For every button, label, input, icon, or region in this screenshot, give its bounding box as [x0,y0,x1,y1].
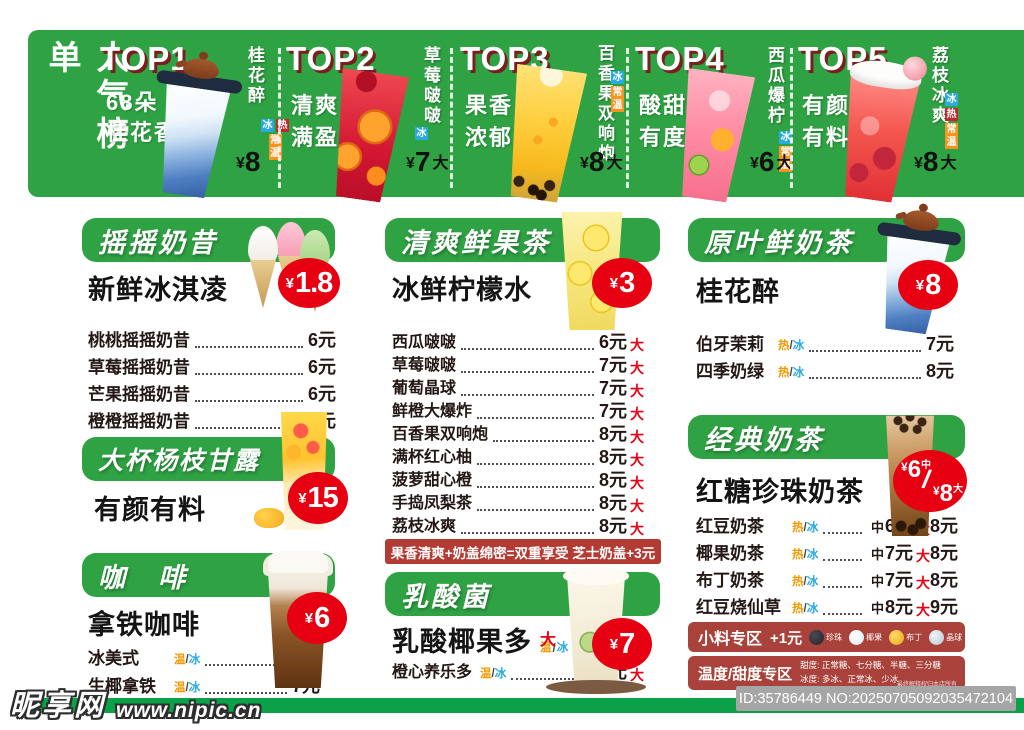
price-badge: ¥6 [287,592,347,644]
divider [278,48,281,188]
menu-item-row: 葡萄晶球 7元大 [392,378,644,399]
hot-badge: 热 [945,108,958,121]
pudding-icon [889,629,905,645]
ice-badge: 冰 [779,131,792,144]
top1-price: ¥8 [236,146,261,177]
featured-item-name: 桂花醉 [696,277,780,307]
section-title: 清爽鲜果茶 [401,227,551,258]
ice-badge: 冰 [945,93,958,106]
toppings-price: +1元 [770,629,803,647]
divider [626,48,629,188]
section-title: 原叶鲜奶茶 [704,227,854,258]
price-badge-dual: ¥ 6 中 / ¥ 8 大 [893,450,967,512]
section-title: 乳酸菌 [401,581,491,612]
top1-name: 桂花醉 [245,46,264,106]
top2-slogan-2: 满盈 [291,125,340,150]
top4-name: 西瓜爆柠 [765,46,784,126]
menu-item-row: 满杯红心柚 8元大 [392,447,644,468]
top2-name: 草莓啵啵 [421,46,440,126]
toppings-title: 小料专区 [698,631,763,648]
top1-slogan-1: 68朵 [106,90,159,115]
watermark-url: www.nipic.cn [116,699,262,722]
menu-item-row: 伯牙茉莉 热 / 冰 7元 [696,334,954,355]
top5-slogan-1: 有颜 [802,93,851,118]
featured-item-name: 新鲜冰淇凌 [88,275,228,305]
featured-item-name: 拿铁咖啡 [88,610,200,640]
menu-item-row: 百香果双响炮 8元大 [392,424,644,445]
menu-item-row: 鲜橙大爆炸 7元大 [392,401,644,422]
image-id-box: ID:35786449 NO:20250705092035472104 [736,686,1016,711]
menu-item-row: 草莓摇摇奶昔 6元 [88,357,336,378]
cheese-foam-promo-banner: 果香清爽+奶盖绵密=双重享受 芝士奶盖+3元 [385,539,661,564]
menu-item-row: 四季奶绿 热 / 冰 8元 [696,361,954,382]
watermark-brand: 昵享网 [10,690,107,722]
top1-drink-image [141,53,245,202]
top5-drink-image [826,54,929,206]
divider [450,48,453,188]
menu-item-row: 菠萝甜心橙 8元大 [392,470,644,491]
featured-item-name: 红糖珍珠奶茶 [696,477,864,507]
top3-slogan-2: 浓郁 [465,125,514,150]
top3-price: ¥8 大 [580,146,623,177]
ice-level-options: 冰度: 多冰、正常冰、少冰 [800,674,899,684]
top3-slogan-1: 果香 [465,93,514,118]
top4-slogan-1: 酸甜 [639,93,688,118]
disclaimer-note: 最终解释权归本店所有 [896,682,957,688]
room-temp-badge: 常温 [611,86,624,112]
top3-name: 百香果双响炮 [595,44,614,164]
menu-item-row: 桃桃摇摇奶昔 6元 [88,330,336,351]
menu-item-row: 芒果摇摇奶昔 6元 [88,384,336,405]
top5-slogan-2: 有料 [802,125,851,150]
toppings-zone-box: 小料专区 +1元 珍珠 椰果 布丁 晶球 [688,622,965,652]
temp-sweetness-title: 温度/甜度专区 [698,665,793,683]
top2-slogan-1: 清爽 [291,93,340,118]
temp-sweetness-zone-box: 温度/甜度专区 甜度: 正常糖、七分糖、半糖、三分糖 冰度: 多冰、正常冰、少冰… [688,656,965,690]
menu-item-row: 荔枝冰爽 8元大 [392,516,644,537]
price-badge: ¥15 [288,472,348,524]
section-title: 大杯杨枝甘露 [98,447,261,475]
crystal-ball-icon [929,629,945,645]
banner-title: 人气榜单 [43,40,130,154]
size-large-label: 大 [540,632,557,649]
room-temp-badge: 常温 [945,123,958,149]
divider [790,48,793,188]
top2-price: ¥7 大 [406,146,449,177]
price-badge: ¥8 [898,260,958,310]
featured-item-name: 乳酸椰果多 温 / 冰 [392,627,570,657]
room-temp-badge: 常温 [779,146,792,172]
price-badge: ¥7 [592,618,652,670]
sweetness-options: 甜度: 正常糖、七分糖、半糖、三分糖 [800,660,941,671]
ice-cream-image [240,222,335,330]
menu-item-row: 手捣凤梨茶 8元大 [392,493,644,514]
section-title: 摇摇奶昔 [98,227,218,258]
price-badge: ¥3 [592,258,652,308]
top5-name: 荔枝冰爽 [929,46,948,126]
top4-slogan-2: 有度 [639,125,688,150]
featured-item-name: 有颜有料 [94,495,206,525]
ice-badge: 冰 [611,71,624,84]
top-ranking-banner: 人气榜单 TOP1 68朵 桂花香 桂花醉 冰 热 常温 ¥8 TOP2 清爽 … [28,30,1024,197]
ice-badge: 冰 [415,127,428,140]
menu-item-row: 椰果奶茶 热 / 冰 中 7元 大 8元 [696,543,958,564]
menu-item-row: 布丁奶茶 热 / 冰 中 7元 大 8元 [696,570,958,591]
top1-slogan-2: 桂花香 [106,120,179,145]
section-title: 咖 啡 [98,562,188,593]
top5-price: ¥8 大 [914,146,957,177]
watermark: 昵享网 www.nipic.cn [10,682,261,724]
section-title: 经典奶茶 [704,424,824,455]
menu-item-row: 草莓啵啵 7元大 [392,355,644,376]
pearl-icon [809,629,825,645]
coconut-jelly-icon [849,629,865,645]
menu-item-row: 红豆烧仙草 热 / 冰 中 8元 大 9元 [696,597,958,618]
menu-item-row: 西瓜啵啵 6元大 [392,332,644,353]
top4-price: ¥6 大 [750,146,793,177]
price-badge: ¥1.8 [278,258,340,308]
ice-badge: 冰 [261,119,274,132]
featured-item-name: 冰鲜柠檬水 [392,275,532,305]
